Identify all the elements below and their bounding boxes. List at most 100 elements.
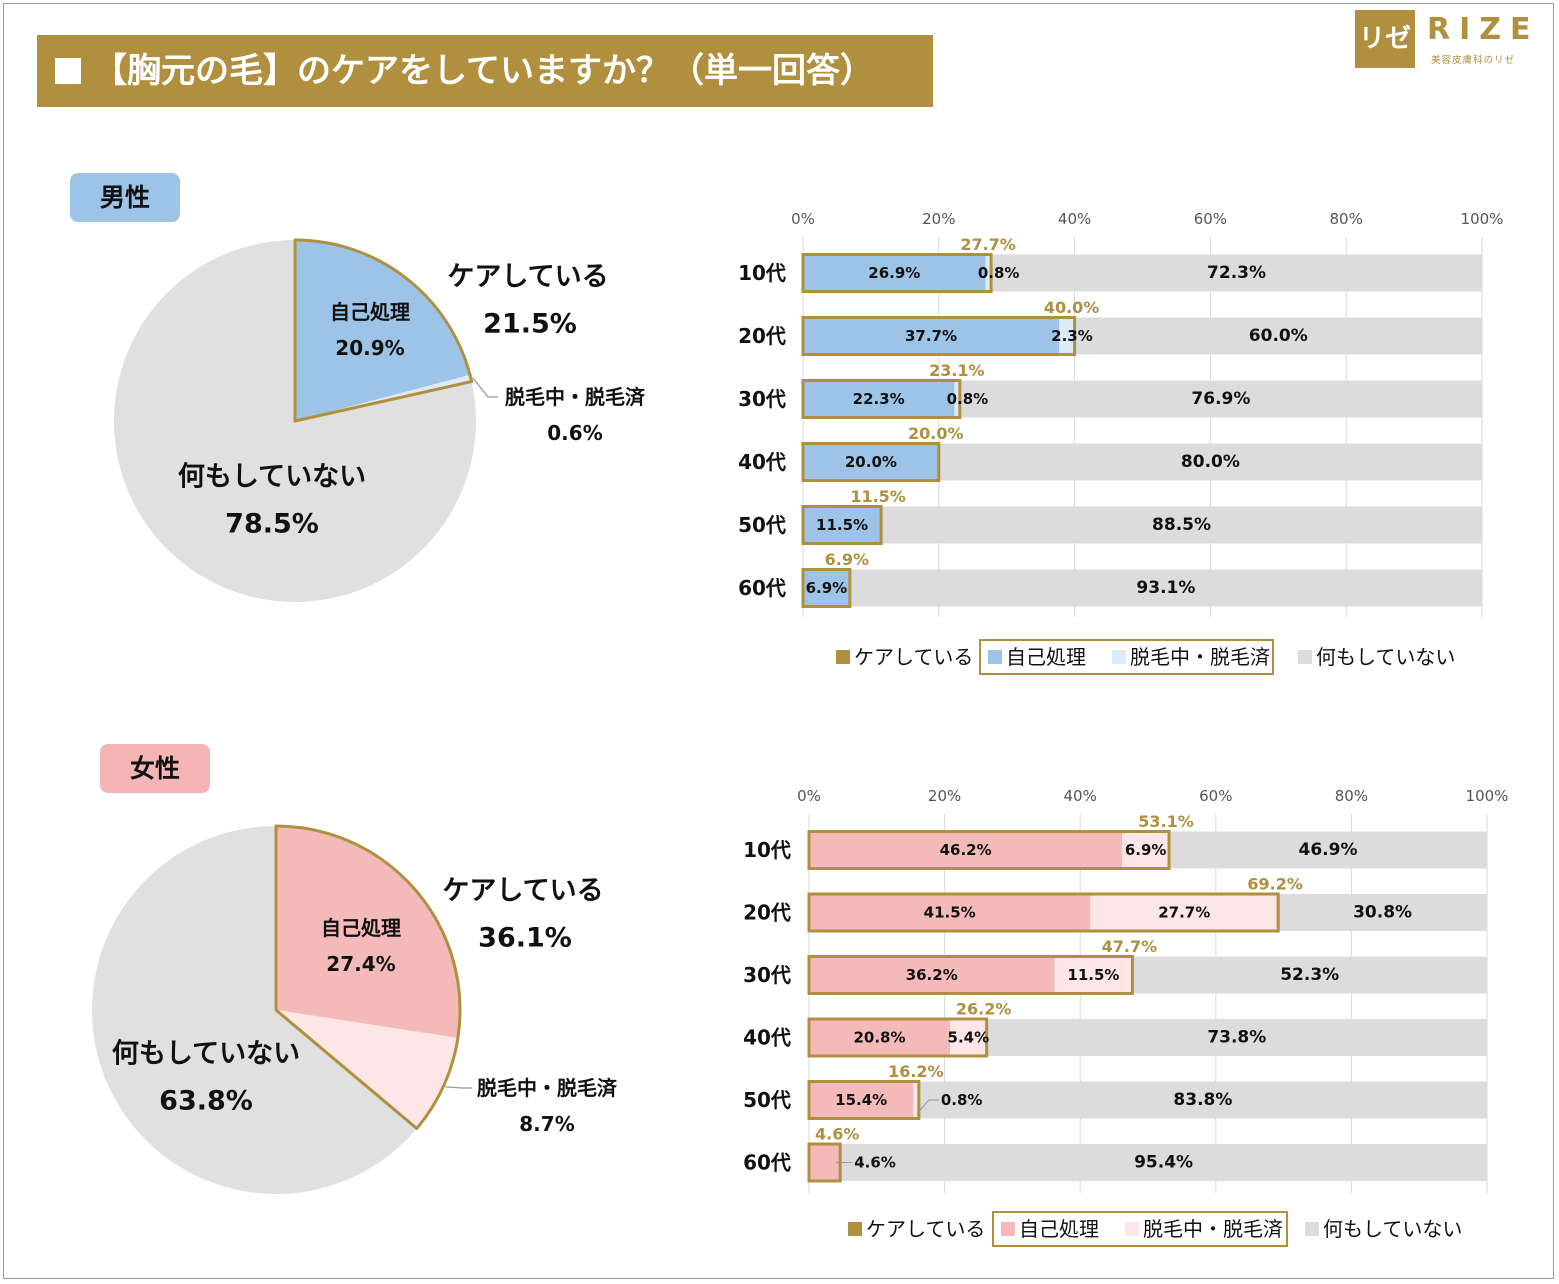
bar-label-self: 22.3% [853, 390, 905, 408]
page-title: 【胸元の毛】のケアをしていますか？（単一回答） [93, 51, 874, 91]
y-category-label: 10代 [738, 261, 786, 285]
legend-label-care: ケアしている [866, 1217, 985, 1241]
pie-slice-removal [276, 1010, 458, 1129]
bar-label-none: 46.9% [1299, 840, 1358, 860]
y-category-label: 50代 [743, 1088, 791, 1112]
bar-self [803, 506, 882, 544]
bar-care-outline [801, 253, 993, 293]
bar-label-removal: 0.8% [941, 1091, 983, 1109]
pie-label-self: 自己処理 [321, 916, 401, 940]
bar-self [809, 1144, 841, 1181]
bar-removal [1058, 317, 1075, 355]
legend-label-removal: 脱毛中・脱毛済 [1143, 1217, 1283, 1241]
bar-removal [1090, 894, 1279, 931]
bar-none [991, 254, 1482, 292]
y-category-label: 20代 [743, 901, 791, 925]
bar-label-removal: 2.3% [1051, 327, 1093, 345]
bar-none [1278, 894, 1487, 931]
y-category-label: 60代 [738, 576, 786, 600]
bar-label-self: 37.7% [905, 327, 957, 345]
bar-label-removal: 5.4% [948, 1029, 990, 1047]
y-category-label: 40代 [738, 450, 786, 474]
male-badge: 男性 [70, 173, 180, 222]
pie-label-removal: 脱毛中・脱毛済 [505, 385, 646, 409]
pie-care-outline [274, 824, 462, 1130]
bar-label-self: 26.9% [868, 264, 920, 282]
bar-none [840, 1144, 1487, 1181]
bar-self [803, 317, 1059, 355]
legend-swatch-removal [1125, 1222, 1139, 1236]
pie-value-care: 21.5% [483, 309, 577, 340]
pie-slice-self [295, 240, 471, 421]
bar-label-self: 20.0% [845, 453, 897, 471]
bar-removal [1054, 956, 1133, 994]
bar-label-none: 83.8% [1173, 1090, 1232, 1110]
bar-none [881, 506, 1482, 544]
logo-name: RIZE [1427, 12, 1540, 47]
bar-label-none: 76.9% [1191, 389, 1250, 409]
bar-none [918, 1081, 1487, 1119]
x-tick-label: 80% [1335, 787, 1368, 805]
bar-none [959, 380, 1482, 418]
legend-care-group-box [992, 1211, 1288, 1247]
bar-label-none: 95.4% [1134, 1153, 1193, 1173]
bar-care-outline [801, 505, 883, 545]
bar-care-outline [807, 1017, 989, 1058]
x-tick-label: 60% [1194, 210, 1227, 228]
bar-label-self: 41.5% [924, 904, 976, 922]
bar-self [809, 831, 1123, 869]
care-total-label: 47.7% [1102, 937, 1158, 956]
care-total-label: 23.1% [929, 361, 985, 380]
pie-care-outline [293, 238, 474, 423]
pie-slice-none [92, 826, 417, 1194]
bar-none [1169, 831, 1487, 869]
brand-logo: リゼ RIZE 美容皮膚科のリゼ [1355, 10, 1550, 70]
legend-swatch-self [1001, 1222, 1015, 1236]
care-total-label: 69.2% [1247, 875, 1303, 894]
bar-care-outline [807, 830, 1171, 870]
bar-label-self: 20.8% [853, 1029, 905, 1047]
legend-label-self: 自己処理 [1019, 1217, 1099, 1241]
x-tick-label: 60% [1199, 787, 1232, 805]
bar-self [809, 956, 1055, 994]
bar-none [938, 443, 1482, 481]
x-tick-label: 40% [1064, 787, 1097, 805]
bar-care-outline [801, 568, 852, 608]
bar-care-outline [807, 1080, 921, 1120]
bar-label-none: 93.1% [1136, 578, 1195, 598]
bar-label-removal: 6.9% [1125, 841, 1167, 859]
pie-label-care: ケアしている [447, 262, 608, 293]
bar-label-none: 88.5% [1152, 515, 1211, 535]
leader-line [916, 1099, 939, 1115]
legend-swatch-care [836, 650, 850, 664]
x-tick-label: 20% [922, 210, 955, 228]
bar-label-removal: 0.8% [978, 264, 1020, 282]
bar-care-outline [801, 316, 1077, 356]
x-tick-label: 100% [1461, 210, 1504, 228]
bar-label-removal: 27.7% [1158, 904, 1210, 922]
bar-self [803, 254, 986, 292]
bar-label-none: 60.0% [1249, 326, 1308, 346]
x-tick-label: 80% [1330, 210, 1363, 228]
pie-leader-line [472, 377, 498, 398]
pie-value-none: 63.8% [159, 1086, 253, 1117]
bar-label-self: 4.6% [854, 1154, 896, 1172]
x-tick-label: 0% [797, 787, 821, 805]
bar-care-outline [801, 442, 941, 482]
y-category-label: 30代 [743, 963, 791, 987]
legend-label-self: 自己処理 [1006, 645, 1086, 669]
legend-label-care: ケアしている [854, 645, 973, 669]
bar-self [803, 380, 955, 418]
care-total-label: 20.0% [908, 424, 964, 443]
bar-label-removal: 0.8% [947, 390, 989, 408]
female-badge: 女性 [100, 744, 210, 793]
legend-swatch-self [988, 650, 1002, 664]
y-category-label: 10代 [743, 838, 791, 862]
y-category-label: 20代 [738, 324, 786, 348]
pie-label-none: 何もしていない [112, 1039, 300, 1070]
bar-removal [985, 254, 992, 292]
care-total-label: 11.5% [850, 487, 906, 506]
pie-value-care: 36.1% [478, 923, 572, 954]
care-total-label: 16.2% [888, 1062, 944, 1081]
pie-value-removal: 0.6% [547, 421, 602, 445]
